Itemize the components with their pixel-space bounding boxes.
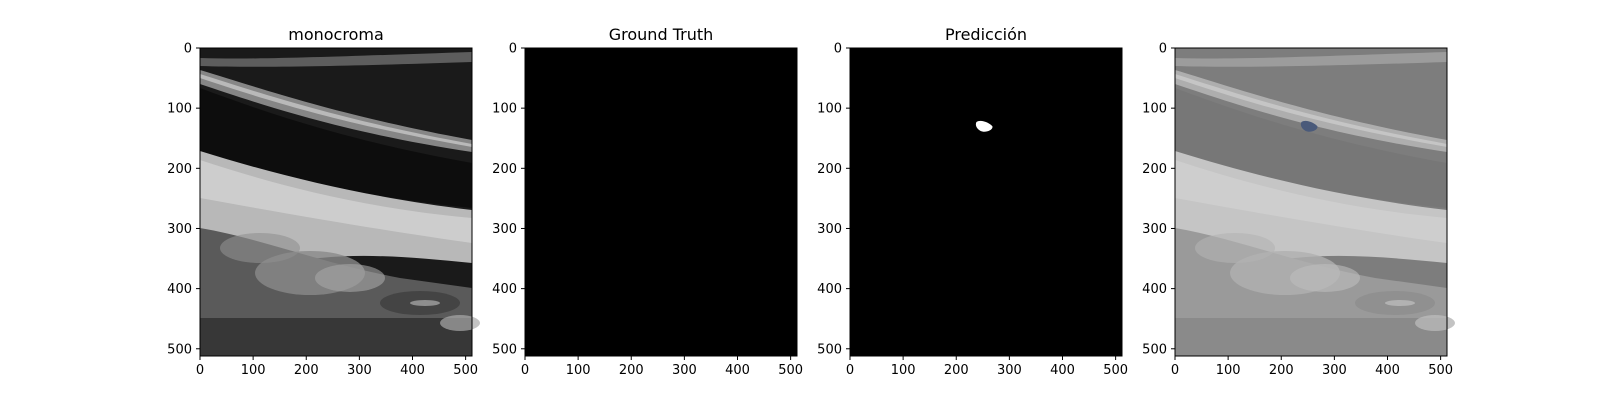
y-tick-label: 300 <box>492 222 517 237</box>
panel-1-image <box>200 48 480 356</box>
panel-title: monocroma <box>288 25 384 44</box>
panel-frame <box>199 47 473 357</box>
y-tick-label: 500 <box>1142 342 1167 357</box>
y-tick-label: 500 <box>817 342 842 357</box>
y-tick-label: 0 <box>1159 42 1167 57</box>
x-tick-label: 100 <box>891 363 916 378</box>
y-tick-label: 0 <box>509 42 517 57</box>
y-tick-label: 400 <box>492 282 517 297</box>
panel-4-image <box>1175 48 1455 356</box>
y-tick-label: 200 <box>1142 162 1167 177</box>
x-tick-label: 200 <box>294 363 319 378</box>
y-tick-label: 400 <box>1142 282 1167 297</box>
panel-frame <box>849 47 1123 357</box>
x-tick-label: 500 <box>453 363 478 378</box>
y-tick-label: 0 <box>834 42 842 57</box>
y-tick-label: 200 <box>492 162 517 177</box>
panel-3-image <box>850 48 1122 356</box>
x-tick-label: 300 <box>672 363 697 378</box>
panel-4: 0 0 100 100 200 200 300 300 400 400 500 500 <box>1142 42 1455 378</box>
x-tick-label: 0 <box>521 363 529 378</box>
x-tick-label: 300 <box>997 363 1022 378</box>
x-tick-label: 100 <box>241 363 266 378</box>
x-tick-label: 400 <box>1050 363 1075 378</box>
x-tick-label: 300 <box>347 363 372 378</box>
x-tick-label: 400 <box>400 363 425 378</box>
x-tick-label: 400 <box>1375 363 1400 378</box>
x-tick-label: 0 <box>846 363 854 378</box>
x-tick-label: 200 <box>944 363 969 378</box>
x-tick-label: 0 <box>196 363 204 378</box>
y-tick-label: 500 <box>492 342 517 357</box>
panel-2: Ground Truth 0 0 100 100 200 200 300 300 400 400 50… <box>492 25 803 378</box>
x-tick-label: 0 <box>1171 363 1179 378</box>
y-tick-label: 100 <box>817 102 842 117</box>
x-tick-label: 200 <box>1269 363 1294 378</box>
y-tick-label: 100 <box>167 102 192 117</box>
y-tick-label: 100 <box>1142 102 1167 117</box>
x-tick-label: 200 <box>619 363 644 378</box>
y-tick-label: 400 <box>817 282 842 297</box>
panel-frame <box>1174 47 1448 357</box>
panel-frame <box>524 47 798 357</box>
panel-title: Predicción <box>945 25 1027 44</box>
x-tick-label: 100 <box>1216 363 1241 378</box>
x-tick-label: 500 <box>1428 363 1453 378</box>
panel-2-image <box>525 48 797 356</box>
y-tick-label: 200 <box>817 162 842 177</box>
y-tick-label: 500 <box>167 342 192 357</box>
y-tick-label: 300 <box>1142 222 1167 237</box>
x-tick-label: 500 <box>1103 363 1128 378</box>
panel-3: Predicción 0 0 100 100 200 200 300 300 400 400 500 5… <box>817 25 1128 378</box>
prediction-mask-blob <box>975 120 993 132</box>
x-tick-label: 400 <box>725 363 750 378</box>
x-tick-label: 300 <box>1322 363 1347 378</box>
x-tick-label: 500 <box>778 363 803 378</box>
y-tick-label: 200 <box>167 162 192 177</box>
y-tick-label: 400 <box>167 282 192 297</box>
y-tick-label: 0 <box>184 42 192 57</box>
prediction-mask-blob <box>1300 120 1318 132</box>
y-tick-label: 300 <box>167 222 192 237</box>
panel-title: Ground Truth <box>609 25 714 44</box>
panel-1: monocroma 0 0 100 100 200 200 300 300 400 400 500 50… <box>167 25 480 378</box>
x-tick-label: 100 <box>566 363 591 378</box>
y-tick-label: 100 <box>492 102 517 117</box>
y-tick-label: 300 <box>817 222 842 237</box>
